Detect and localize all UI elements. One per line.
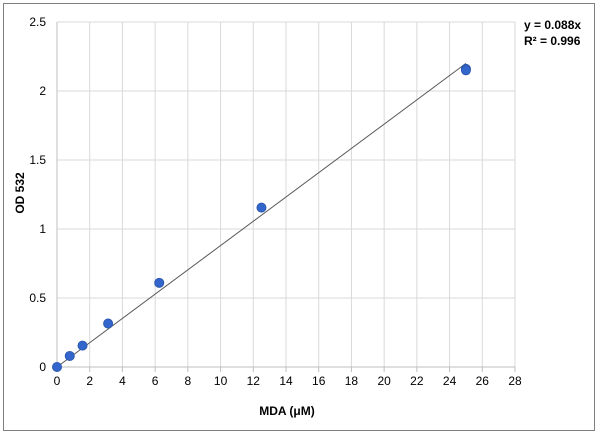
x-tick-labels: 0 2 4 6 8 10 12 14 16 18 20 22 24 26 28	[54, 374, 522, 388]
x-tick-label: 10	[214, 374, 228, 388]
data-point	[256, 202, 267, 213]
y-tick-label: 2.5	[29, 15, 46, 29]
y-tick-labels: 0 0.5 1 1.5 2 2.5	[29, 15, 46, 374]
trendline	[56, 62, 467, 368]
y-tick-label: 0.5	[29, 291, 46, 305]
x-tick-label: 12	[247, 374, 261, 388]
grid-lines	[57, 21, 516, 367]
y-axis-title: OD 532	[13, 172, 27, 214]
data-point	[64, 350, 75, 361]
y-tick-label: 0	[39, 360, 46, 374]
axes	[56, 22, 516, 372]
x-tick-label: 2	[86, 374, 93, 388]
x-tick-label: 26	[476, 374, 490, 388]
data-point	[103, 318, 114, 329]
trendline-equation: y = 0.088x	[524, 18, 581, 32]
data-point	[460, 65, 471, 76]
y-tick-label: 1	[39, 222, 46, 236]
x-tick-label: 4	[119, 374, 126, 388]
x-tick-label: 24	[443, 374, 457, 388]
r-squared-label: R² = 0.996	[524, 34, 581, 48]
data-points	[52, 63, 471, 372]
x-tick-label: 20	[377, 374, 391, 388]
x-tick-label: 18	[345, 374, 359, 388]
x-tick-label: 6	[152, 374, 159, 388]
x-tick-label: 8	[185, 374, 192, 388]
data-point	[52, 361, 63, 372]
y-tick-label: 1.5	[29, 153, 46, 167]
x-axis-title: MDA (μM)	[259, 404, 315, 418]
y-tick-label: 2	[39, 84, 46, 98]
x-tick-label: 16	[312, 374, 326, 388]
data-point	[154, 277, 165, 288]
x-tick-label: 28	[508, 374, 522, 388]
data-point	[77, 340, 88, 351]
trendline-group	[56, 62, 467, 368]
x-tick-label: 22	[410, 374, 424, 388]
x-tick-label: 0	[54, 374, 61, 388]
x-tick-label: 14	[279, 374, 293, 388]
chart-frame	[3, 3, 595, 431]
